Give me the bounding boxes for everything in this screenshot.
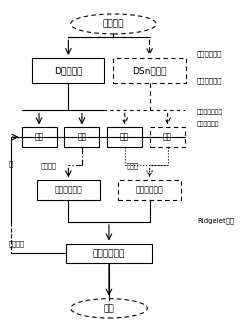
Text: 分层小波将子带: 分层小波将子带: [197, 109, 223, 115]
Text: 高频: 高频: [120, 133, 129, 142]
Text: 极高: 极高: [163, 133, 172, 142]
Bar: [118, 180, 181, 200]
Text: 分层切割大小: 分层切割大小: [197, 51, 222, 57]
Text: 近似调整子带: 近似调整子带: [197, 121, 219, 127]
Bar: [64, 127, 99, 147]
Text: 不入层: 不入层: [127, 162, 139, 169]
Text: 层: 层: [9, 160, 13, 167]
Text: Ridgelet变换: Ridgelet变换: [197, 217, 234, 223]
Bar: [32, 58, 104, 83]
Bar: [150, 127, 185, 147]
Text: 近似调整子带: 近似调整子带: [197, 77, 222, 84]
Text: D波图像一: D波图像一: [54, 66, 83, 75]
Text: 低频融合函数: 低频融合函数: [54, 186, 82, 195]
Text: 脱融合全局层: 脱融合全局层: [93, 249, 125, 258]
Text: 输入图像: 输入图像: [103, 19, 124, 28]
Text: 结束: 结束: [104, 304, 114, 313]
Bar: [66, 243, 152, 264]
Text: 判断入层: 判断入层: [40, 162, 56, 169]
Bar: [37, 180, 100, 200]
Text: 中频: 中频: [77, 133, 86, 142]
Bar: [107, 127, 142, 147]
Text: 全局层次: 全局层次: [9, 240, 24, 247]
Bar: [114, 58, 186, 83]
Text: 低频: 低频: [34, 133, 44, 142]
Text: DSn图像二: DSn图像二: [132, 66, 167, 75]
Text: 高频融合函数: 高频融合函数: [136, 186, 163, 195]
Bar: [22, 127, 56, 147]
